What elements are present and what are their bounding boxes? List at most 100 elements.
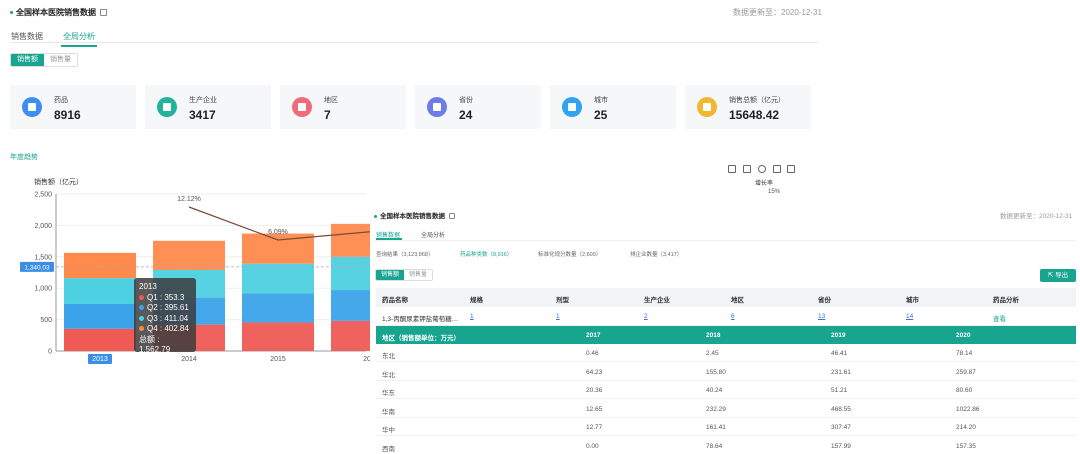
tooltip-row: Q4 : 402.84 (139, 324, 191, 335)
region-cell: 51.21 (831, 387, 848, 394)
tab-sales-data[interactable]: 销售数据 (11, 32, 43, 41)
bar-segment[interactable] (64, 278, 136, 304)
region-cell: 231.61 (831, 368, 851, 376)
count-link[interactable]: 2 (644, 313, 648, 320)
bar-chart-icon[interactable] (743, 165, 751, 173)
summary-card: 药品 8916 (10, 85, 136, 129)
tab-divider (10, 42, 818, 43)
column-header[interactable]: 规格 (470, 297, 483, 304)
column-header[interactable]: 药品分析 (993, 297, 1019, 304)
region-cell: 东北 (382, 353, 395, 360)
factory-icon (157, 97, 177, 117)
column-header[interactable]: 省份 (818, 297, 831, 304)
region-row: 华中 12.77 161.41 307.47 214.20 (376, 418, 1076, 436)
region-cell: 232.29 (706, 405, 726, 413)
region-table-header: 地区（销售额单位：万元） 2017 2018 2019 2020 (376, 326, 1076, 344)
bar-segment[interactable] (242, 293, 314, 323)
export-icon: ⇱ (1047, 272, 1056, 279)
count-link[interactable]: 6 (731, 313, 735, 320)
region-cell: 2.45 (706, 350, 719, 357)
bar-segment[interactable] (242, 322, 314, 351)
trend-section-title: 年度趋势 (10, 154, 38, 161)
column-header[interactable]: 剂型 (556, 297, 569, 304)
card-value: 8916 (54, 108, 81, 122)
summary-card: 地区 7 (280, 85, 406, 129)
download-icon[interactable] (773, 165, 781, 173)
panel-tab-global-analysis[interactable]: 全局分析 (421, 233, 446, 239)
summary-card: 省份 24 (415, 85, 541, 129)
bar-segment[interactable] (331, 256, 370, 291)
bar-segment[interactable] (331, 320, 370, 351)
bar-segment[interactable] (64, 328, 136, 351)
segment-sales-volume[interactable]: 销售量 (44, 54, 77, 66)
bar-segment[interactable] (331, 223, 370, 257)
bar-segment[interactable] (242, 233, 314, 264)
region-cell: 华南 (382, 408, 395, 416)
refresh-icon[interactable] (758, 165, 766, 173)
line-chart-icon[interactable] (728, 165, 736, 173)
card-label: 生产企业 (189, 97, 217, 104)
city-icon (562, 97, 582, 117)
region-cell: 78.64 (706, 442, 723, 450)
tooltip-row: Q2 : 395.61 (139, 303, 191, 314)
growth-axis-label: 增长率 (755, 181, 774, 187)
panel-metric-toggle[interactable]: 销售额 销售量 (375, 269, 434, 281)
view-link[interactable]: 查看 (993, 316, 1006, 323)
crosshair-label: 1,340.03 (24, 264, 50, 271)
bar-segment[interactable] (242, 263, 314, 294)
y-tick-label: 500 (40, 317, 52, 324)
growth-rate-line (188, 206, 370, 241)
y-tick-label: 2,500 (34, 192, 52, 199)
region-column-header: 2020 (956, 332, 971, 339)
region-cell: 20.36 (586, 387, 603, 394)
metric-toggle[interactable]: 销售额 销售量 (10, 53, 78, 67)
column-header[interactable]: 城市 (906, 297, 919, 304)
region-row: 东北 0.46 2.45 46.41 78.14 (376, 344, 1076, 362)
table-row[interactable]: 1,3-丙酮尿素钾盐葡萄糖… 1 1 2 6 13 14 查看 (376, 307, 1076, 326)
count-link[interactable]: 1 (470, 313, 474, 320)
count-link[interactable]: 13 (818, 313, 826, 320)
region-cell: 468.55 (831, 405, 851, 413)
update-date: 数据更新至：2020-12-31 (733, 8, 822, 17)
region-cell: 80.60 (956, 387, 973, 394)
highlighted-x-tick (88, 354, 112, 364)
region-row: 西南 0.00 78.64 157.99 157.35 (376, 437, 1076, 454)
growth-rate-label: 12.12% (177, 196, 201, 203)
filter-standard-specs[interactable]: 标准化规分数量（2,609） (538, 252, 602, 258)
region-cell: 155.80 (706, 368, 726, 376)
count-link[interactable]: 1 (556, 313, 560, 320)
tab-global-analysis[interactable]: 全局分析 (61, 32, 97, 47)
column-header[interactable]: 生产企业 (644, 297, 670, 304)
column-header[interactable]: 地区 (731, 297, 744, 304)
china-map-icon (427, 97, 447, 117)
bar-segment[interactable] (64, 252, 136, 279)
legend-dot (139, 326, 144, 332)
region-cell: 华东 (382, 390, 395, 397)
summary-card: 销售总额（亿元） 15648.42 (685, 85, 811, 129)
card-label: 药品 (54, 97, 68, 104)
column-header[interactable]: 药品名称 (382, 297, 408, 304)
bar-segment[interactable] (331, 290, 370, 321)
segment-sales-amount[interactable]: 销售额 (11, 54, 44, 66)
panel-update-date: 数据更新至：2020-12-31 (1000, 213, 1073, 220)
region-cell: 307.47 (831, 424, 851, 431)
bar-segment[interactable] (153, 240, 225, 270)
panel-segment-sales-amount[interactable]: 销售额 (376, 270, 405, 280)
region-cell: 157.99 (831, 442, 851, 450)
filter-query-results[interactable]: 查询结果（3,123,868） (376, 252, 434, 258)
x-tick-label: 2015 (270, 356, 286, 363)
bar-segment[interactable] (64, 303, 136, 329)
document-icon[interactable] (787, 165, 795, 173)
count-link[interactable]: 14 (906, 313, 914, 320)
filter-drug-types[interactable]: 药品种类数（8,916） (460, 252, 513, 258)
page-title: 全国样本医院销售数据 (10, 7, 107, 18)
filter-companies[interactable]: 排企业数量（3,417） (630, 252, 683, 258)
info-icon[interactable] (100, 9, 107, 17)
sales-data-panel: 全国样本医院销售数据 数据更新至：2020-12-31 销售数据 全局分析 查询… (370, 200, 1080, 454)
legend-dot (139, 315, 144, 321)
panel-segment-sales-volume[interactable]: 销售量 (404, 270, 433, 280)
export-button[interactable]: ⇱ 导出 (1040, 269, 1076, 282)
region-row: 华北 64.23 155.80 231.61 259.87 (376, 363, 1076, 381)
panel-info-icon[interactable] (449, 213, 455, 220)
panel-tab-sales-data[interactable]: 销售数据 (376, 233, 401, 239)
